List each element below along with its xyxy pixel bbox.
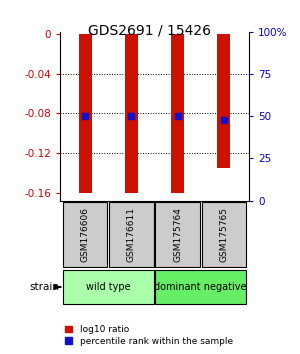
Bar <box>109 202 154 267</box>
Bar <box>171 34 184 193</box>
Text: GDS2691 / 15426: GDS2691 / 15426 <box>88 23 212 37</box>
Text: strain: strain <box>29 282 59 292</box>
Bar <box>125 34 138 193</box>
Bar <box>79 34 92 193</box>
Legend: log10 ratio, percentile rank within the sample: log10 ratio, percentile rank within the … <box>61 321 236 349</box>
Bar <box>155 202 200 267</box>
Text: GSM176606: GSM176606 <box>81 207 90 262</box>
Bar <box>217 34 230 168</box>
Bar <box>155 270 246 304</box>
Text: GSM175764: GSM175764 <box>173 207 182 262</box>
Text: GSM176611: GSM176611 <box>127 207 136 262</box>
Text: wild type: wild type <box>86 282 131 292</box>
Text: GSM175765: GSM175765 <box>219 207 228 262</box>
Bar <box>63 202 107 267</box>
Text: dominant negative: dominant negative <box>154 282 247 292</box>
Bar <box>63 270 154 304</box>
Bar <box>202 202 246 267</box>
